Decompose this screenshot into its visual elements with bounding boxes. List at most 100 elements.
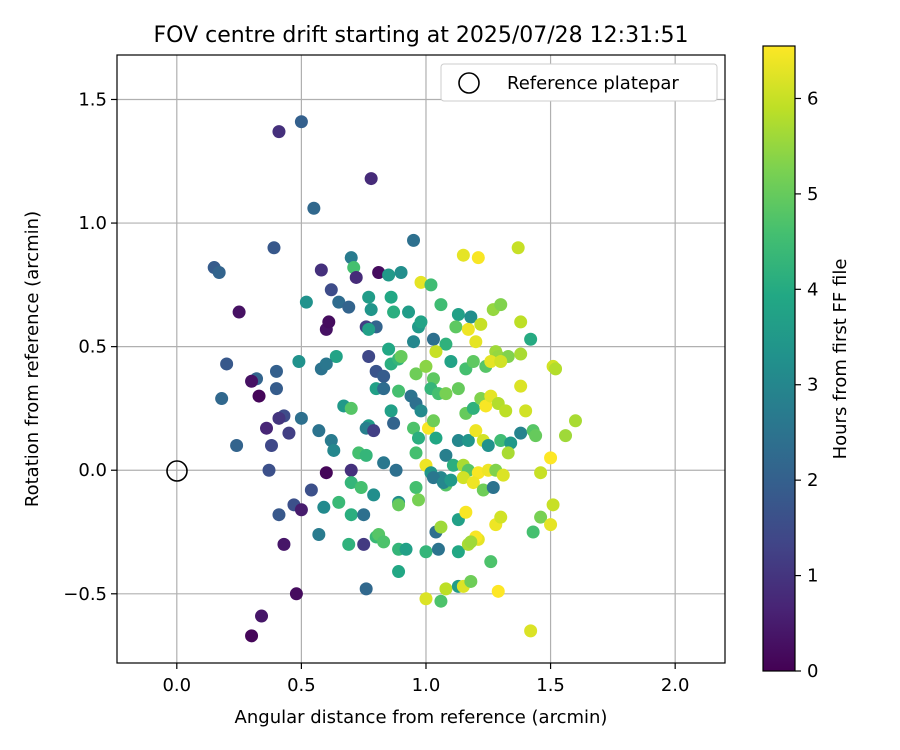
scatter-point [299,295,313,309]
scatter-point [524,624,538,638]
scatter-point [399,542,413,556]
colorbar-tick-label: 4 [807,279,818,300]
scatter-point [426,414,440,428]
scatter-point [549,362,563,376]
scatter-point [456,248,470,262]
scatter-point [269,364,283,378]
legend-label-reference-platepar: Reference platepar [507,73,679,94]
scatter-point [414,275,428,289]
scatter-point [471,466,485,480]
scatter-point [514,347,528,361]
scatter-point [392,384,406,398]
scatter-point [446,458,460,472]
scatter-point [319,466,333,480]
scatter-point [414,404,428,418]
chart-title: FOV centre drift starting at 2025/07/28 … [154,23,689,48]
y-tick-label: 1.5 [78,89,107,110]
scatter-point [359,448,373,462]
scatter-point [544,518,558,532]
scatter-point [327,443,341,457]
scatter-point [534,510,548,524]
scatter-point [451,434,465,448]
scatter-point [260,421,274,435]
scatter-point [451,308,465,322]
x-tick-label: 0.0 [162,675,191,696]
scatter-point [307,201,321,215]
scatter-point [439,582,453,596]
scatter-point [434,520,448,534]
scatter-point [519,404,533,418]
scatter-point [459,505,473,519]
scatter-point [384,290,398,304]
scatter-point [332,295,346,309]
scatter-point [409,367,423,381]
scatter-point [544,451,558,465]
colorbar-tick-label: 6 [807,88,818,109]
scatter-point [362,322,376,336]
scatter-point [464,535,478,549]
scatter-point [392,565,406,579]
scatter-point [409,446,423,460]
scatter-point [494,434,508,448]
scatter-point [357,537,371,551]
scatter-point [559,429,573,443]
scatter-point [262,463,276,477]
scatter-point [444,473,458,487]
scatter-point [255,609,269,623]
colorbar-tick-label: 5 [807,184,818,205]
scatter-point [451,545,465,559]
scatter-point [267,241,281,255]
scatter-point [494,354,508,368]
scatter-point [484,354,498,368]
scatter-point [212,265,226,279]
scatter-point [292,354,306,368]
colorbar-gradient [762,45,796,672]
scatter-point [245,374,259,388]
scatter-point [429,345,443,359]
scatter-point [344,401,358,415]
scatter-point [451,382,465,396]
scatter-points [207,115,582,643]
scatter-point [372,265,386,279]
scatter-point [264,439,278,453]
scatter-point [377,456,391,470]
scatter-point [431,542,445,556]
scatter-point [357,508,371,522]
scatter-point [471,251,485,265]
scatter-point [434,298,448,312]
y-tick-label: 1.0 [78,213,107,234]
scatter-point [402,305,416,319]
scatter-point [377,535,391,549]
scatter-point [324,283,338,297]
scatter-point [479,399,493,413]
scatter-point [409,481,423,495]
scatter-point [419,592,433,606]
scatter-point [426,471,440,485]
scatter-point [344,463,358,477]
scatter-point [461,322,475,336]
scatter-point [317,500,331,514]
scatter-point [392,498,406,512]
scatter-point [501,446,515,460]
legend: Reference platepar [440,63,718,102]
scatter-point [504,436,518,450]
colorbar: 0 1 2 3 4 5 6 Hours from first FF file [762,45,851,682]
scatter-point [367,488,381,502]
colorbar-tick-label: 1 [807,566,818,587]
scatter-point [444,354,458,368]
scatter-point [466,476,480,490]
colorbar-label: Hours from first FF file [830,259,851,460]
scatter-point [332,495,346,509]
legend-box [440,63,718,102]
scatter-point [407,421,421,435]
scatter-point [526,525,540,539]
scatter-point [426,372,440,386]
plot-area: 0.0 0.5 1.0 1.5 2.0 −0.5 0.0 0.5 1.0 1.5 [63,54,726,696]
scatter-point [514,379,528,393]
scatter-point [394,265,408,279]
scatter-point [344,251,358,265]
scatter-point [367,424,381,438]
scatter-point [312,424,326,438]
scatter-point [342,300,356,314]
scatter-point [364,303,378,317]
